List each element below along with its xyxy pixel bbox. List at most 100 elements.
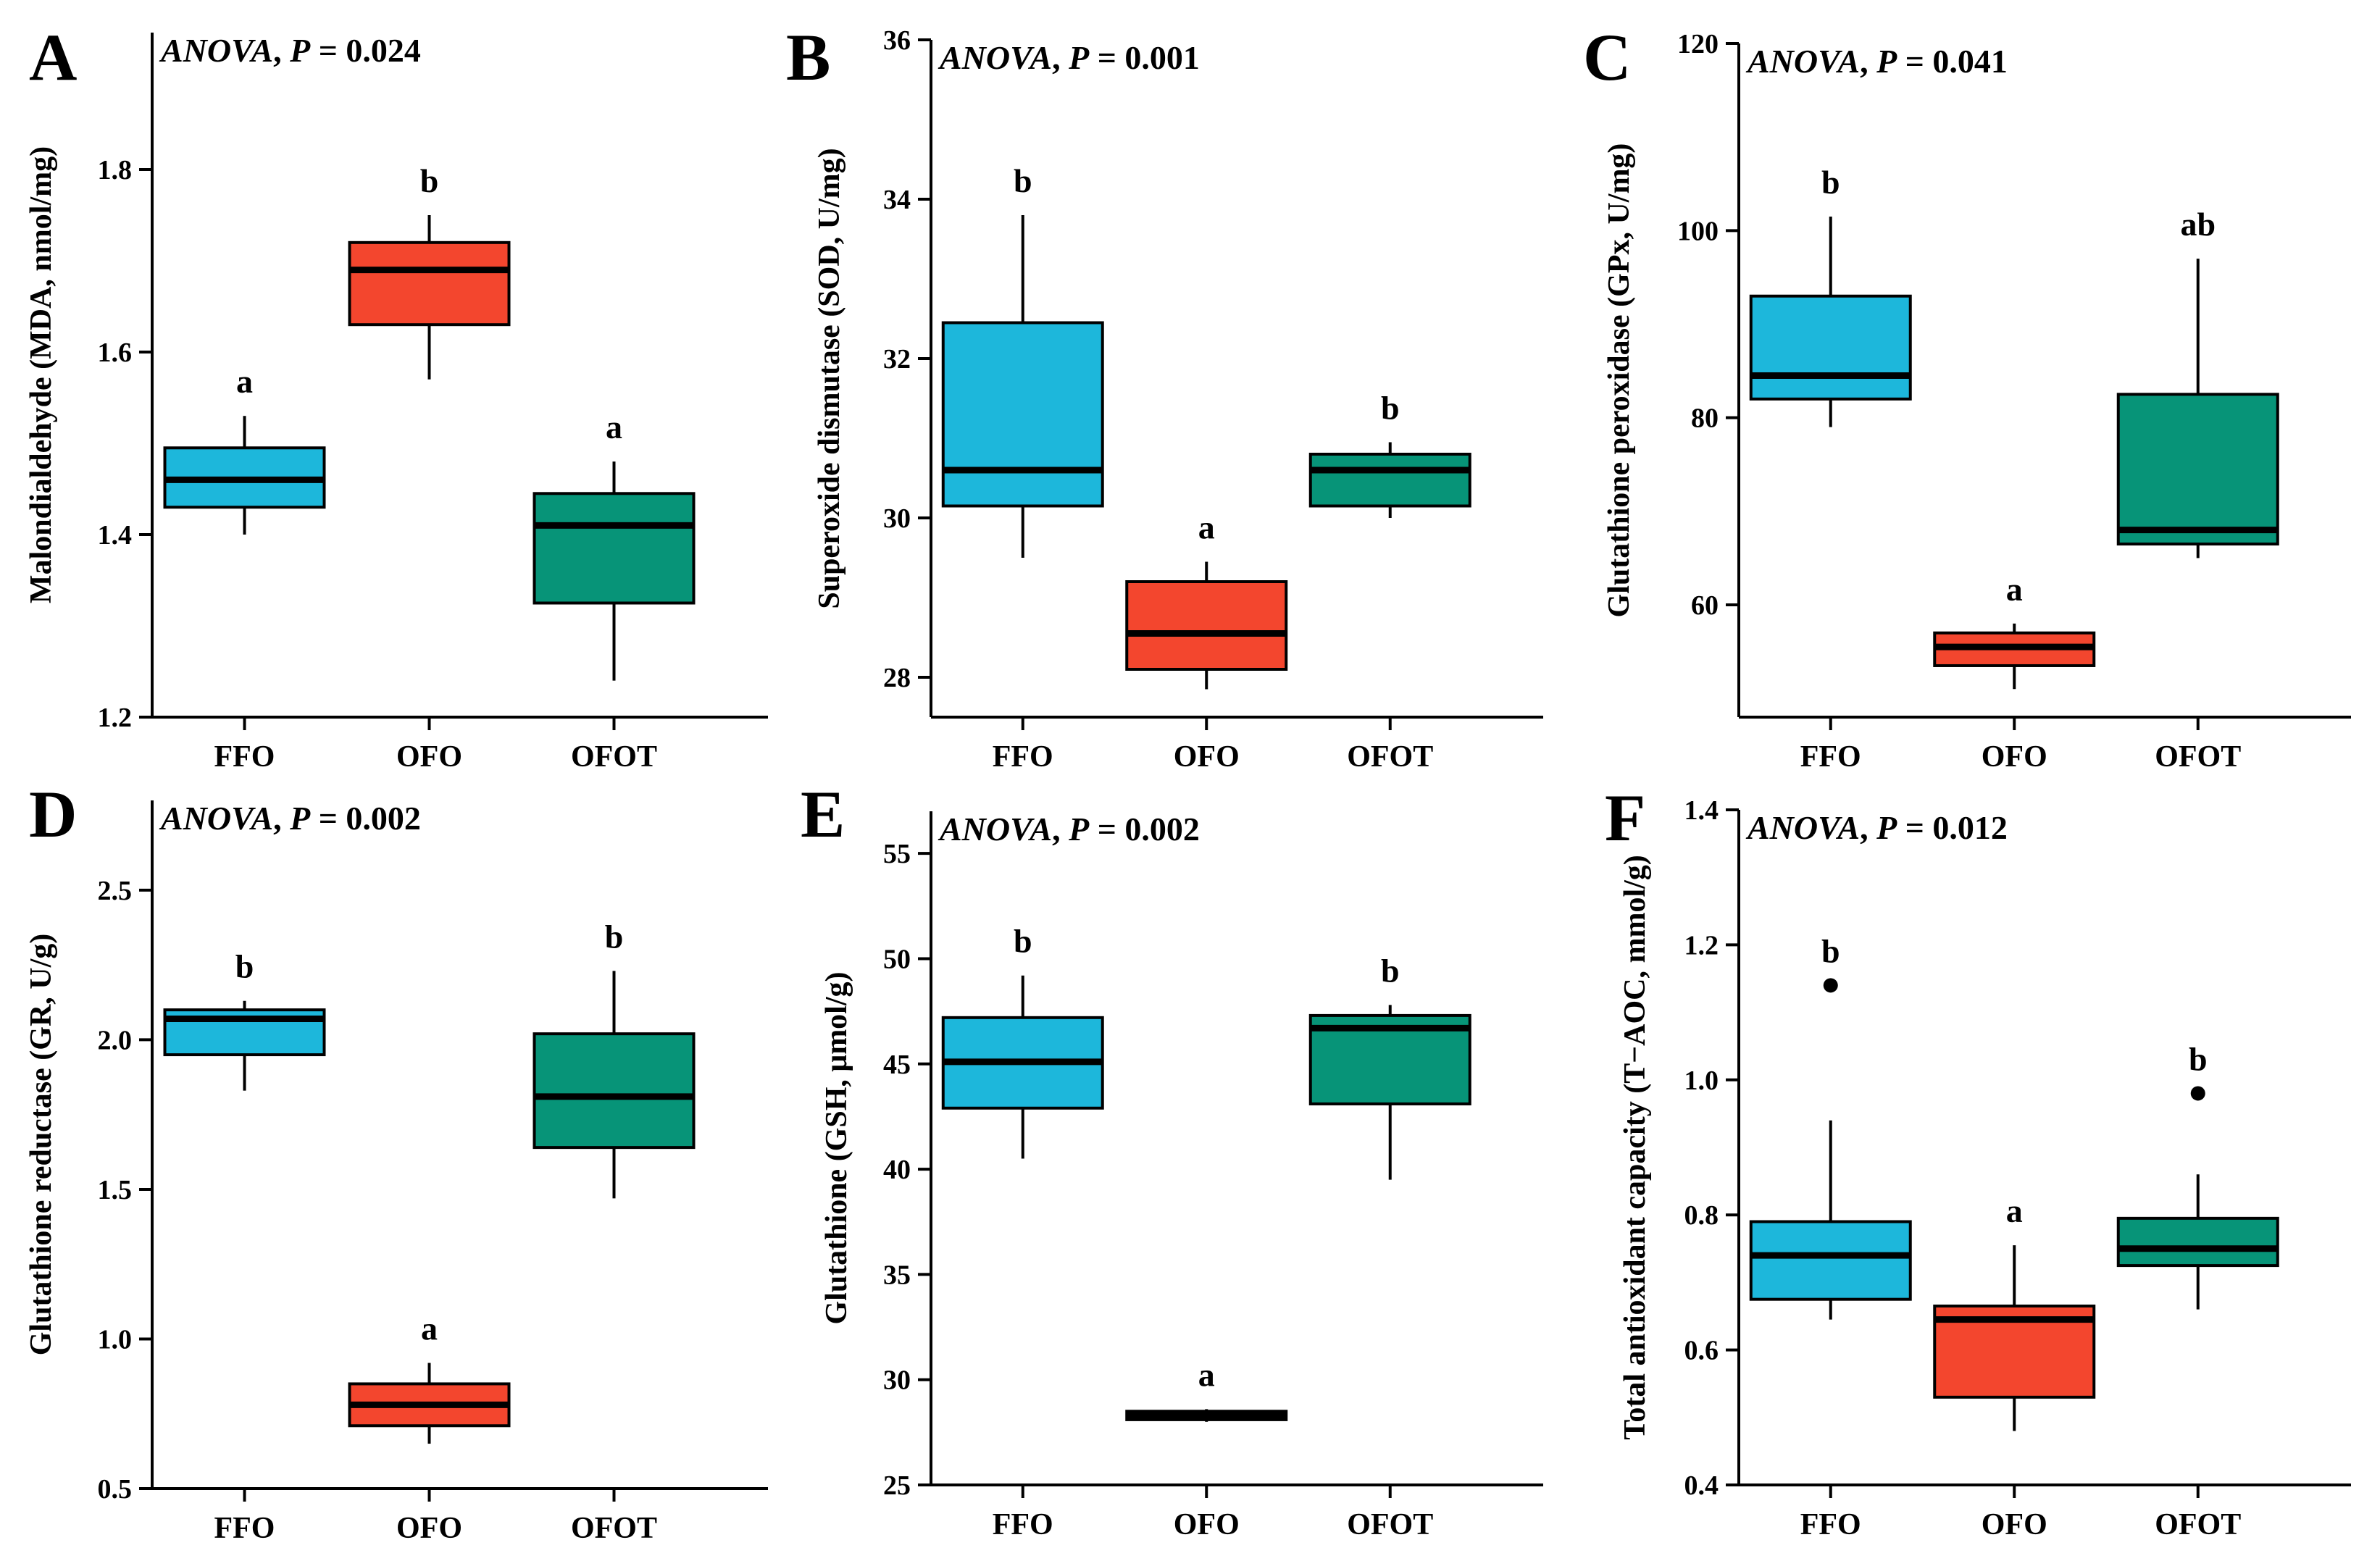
significance-letter: ab: [2180, 206, 2216, 243]
x-tick-label: FFO: [214, 740, 275, 774]
box-ofot: b: [2116, 1040, 2279, 1310]
x-tick-label: OFOT: [1347, 1508, 1433, 1541]
box-ofo: a: [348, 1310, 511, 1444]
y-tick-label: 100: [1677, 216, 1719, 246]
outlier-point: [2190, 1086, 2205, 1101]
box-iqr: [1308, 453, 1471, 508]
panel-letter: F: [1605, 781, 1645, 855]
y-tick-label: 45: [883, 1050, 911, 1080]
y-tick-label: 32: [883, 344, 911, 374]
box-ofot: b: [533, 918, 696, 1199]
significance-letter: b: [2189, 1040, 2208, 1077]
panel-e: E 25 30 35 40 45 50 55 FFO OFO OFOT ANOVA, P = 0.00…: [801, 777, 1543, 1541]
panel-c: C 60 80 100 120 FFO OFO OFOT ANOVA, P = 0.041 Glu…: [1583, 20, 2351, 774]
x-tick-label: OFO: [396, 1512, 462, 1545]
y-tick-label: 35: [883, 1260, 911, 1290]
y-tick-label: 120: [1677, 29, 1719, 59]
x-tick-label: OFO: [1174, 740, 1240, 774]
panel-letter: A: [29, 20, 77, 94]
y-tick-label: 2.0: [98, 1025, 133, 1055]
x-tick-label: OFOT: [571, 1512, 657, 1545]
significance-letter: b: [1381, 390, 1400, 427]
box-ffo: a: [163, 363, 326, 535]
box-ffo: b: [941, 162, 1104, 558]
significance-letter: a: [606, 409, 622, 445]
y-tick-label: 55: [883, 839, 911, 869]
x-tick-label: OFO: [396, 740, 462, 774]
x-tick-label: FFO: [1800, 1508, 1861, 1541]
y-tick-label: 1.4: [1684, 795, 1719, 826]
box-iqr: [533, 492, 696, 605]
y-tick-label: 30: [883, 1365, 911, 1396]
y-tick-label: 36: [883, 25, 911, 56]
y-axis-label: Malondialdehyde (MDA, nmol/mg): [25, 146, 58, 603]
box-ofo: a: [1125, 509, 1288, 690]
outlier-point: [1823, 978, 1838, 993]
significance-letter: a: [236, 363, 253, 400]
box-ofot: b: [1308, 390, 1471, 518]
box-iqr: [1749, 294, 1912, 401]
box-ofo: a: [1933, 571, 2096, 690]
x-tick-label: OFO: [1174, 1508, 1240, 1541]
significance-letter: b: [1014, 923, 1032, 960]
y-tick-label: 0.5: [98, 1474, 133, 1504]
significance-letter: a: [2006, 571, 2023, 608]
y-tick-label: 1.5: [98, 1175, 133, 1205]
y-tick-label: 1.0: [1684, 1066, 1719, 1096]
y-tick-label: 1.2: [98, 703, 133, 733]
y-axis-label: Total antioxidant capacity (T−AOC, mmol/…: [1619, 855, 1652, 1440]
y-tick-label: 2.5: [98, 876, 133, 906]
anova-annotation: ANOVA, P = 0.024: [159, 32, 421, 69]
x-tick-label: FFO: [993, 1508, 1053, 1541]
y-axis-label: Glutathione reductase (GR, U/g): [25, 934, 58, 1356]
significance-letter: b: [1381, 952, 1400, 989]
box-ffo: b: [941, 923, 1104, 1159]
x-tick-label: OFO: [1982, 740, 2047, 774]
panel-letter: C: [1583, 20, 1631, 94]
anova-annotation: ANOVA, P = 0.041: [1745, 43, 2008, 80]
box-ffo: b: [163, 948, 326, 1091]
panel-a: A 1.2 1.4 1.6 1.8 FFO OFO OFOT ANOVA, P = 0.024 M…: [25, 20, 768, 774]
box-ofo: a: [1125, 1356, 1288, 1422]
y-tick-label: 28: [883, 663, 911, 693]
anova-annotation: ANOVA, P = 0.012: [1745, 809, 2008, 846]
y-tick-label: 50: [883, 944, 911, 974]
box-ofot: b: [1308, 952, 1471, 1180]
y-tick-label: 0.8: [1684, 1200, 1719, 1231]
box-ofot: ab: [2116, 206, 2279, 558]
significance-letter: b: [420, 162, 439, 199]
x-tick-label: OFOT: [2155, 1508, 2241, 1541]
box-ofot: a: [533, 409, 696, 681]
y-tick-label: 0.4: [1684, 1470, 1719, 1501]
box-iqr: [941, 321, 1104, 508]
panel-letter: B: [786, 20, 830, 94]
y-tick-label: 34: [883, 185, 911, 215]
significance-letter: b: [605, 918, 624, 955]
x-tick-label: OFOT: [571, 740, 657, 774]
significance-letter: a: [421, 1310, 438, 1347]
box-iqr: [2116, 393, 2279, 546]
significance-letter: b: [1821, 932, 1840, 969]
box-iqr: [1125, 580, 1288, 671]
box-iqr: [2116, 1216, 2279, 1268]
panel-b: B 28 30 32 34 36 FFO OFO OFOT ANOVA, P = 0.001 Sup…: [786, 20, 1543, 774]
y-tick-label: 1.2: [1684, 930, 1719, 961]
y-tick-label: 30: [883, 503, 911, 534]
significance-letter: b: [1821, 164, 1840, 201]
significance-letter: b: [1014, 162, 1032, 199]
box-ffo: b: [1749, 164, 1912, 427]
x-tick-label: OFO: [1982, 1508, 2047, 1541]
y-tick-label: 80: [1691, 403, 1719, 434]
anova-annotation: ANOVA, P = 0.002: [938, 811, 1200, 848]
y-tick-label: 1.0: [98, 1324, 133, 1355]
x-tick-label: OFOT: [1347, 740, 1433, 774]
significance-letter: a: [1198, 1356, 1215, 1393]
y-axis-label: Superoxide dismutase (SOD, U/mg): [813, 148, 846, 608]
panel-f: F 0.4 0.6 0.8 1.0 1.2 1.4 FFO OFO OFOT ANOVA, P = …: [1605, 781, 2351, 1541]
y-axis-label: Glutathione peroxidase (GPx, U/mg): [1603, 143, 1636, 618]
panel-letter: E: [801, 777, 845, 851]
y-axis-label: Glutathione (GSH, μmol/g): [820, 972, 853, 1325]
y-tick-label: 1.4: [98, 520, 133, 551]
box-iqr: [1749, 1220, 1912, 1301]
